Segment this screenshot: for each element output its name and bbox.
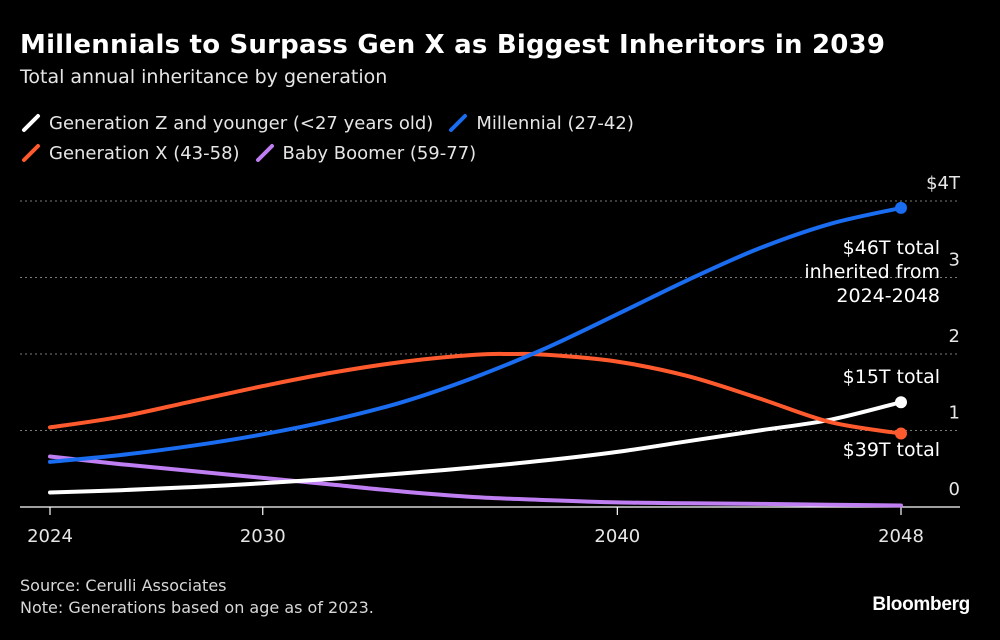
x-tick-label: 2024 (27, 526, 73, 547)
series-gen-z-end-marker (895, 396, 907, 409)
y-tick-label: 1 (949, 403, 960, 424)
annotation-label: $39T total (843, 439, 940, 461)
series-millennial-end-marker (895, 201, 907, 214)
x-tick-label: 2040 (594, 526, 640, 547)
x-tick-label: 2048 (878, 526, 924, 547)
bloomberg-logo: Bloomberg (872, 594, 970, 615)
legend-item-gen-x: Generation X (43-58) (20, 142, 240, 164)
annotation-label: $15T total (843, 366, 940, 388)
source-text: Source: Cerulli Associates (20, 576, 227, 595)
legend-slash-icon (22, 144, 40, 162)
legend-label: Millennial (27-42) (476, 112, 634, 134)
y-tick-label: 3 (949, 250, 960, 271)
annotation-label: 2024-2048 (836, 285, 940, 307)
series-gen-x-line (48, 351, 903, 436)
y-tick-label: 0 (949, 479, 960, 500)
legend-item-millennial: Millennial (27-42) (447, 112, 634, 134)
legend-slash-icon (22, 114, 40, 132)
chart-subtitle: Total annual inheritance by generation (20, 66, 388, 88)
series-baby-boomer-line (48, 454, 903, 508)
y-tick-label: $4T (926, 173, 961, 194)
legend-label: Generation Z and younger (<27 years old) (49, 112, 434, 134)
legend: Generation Z and younger (<27 years old)… (20, 108, 648, 168)
chart-title: Millennials to Surpass Gen X as Biggest … (20, 30, 886, 60)
y-tick-label: 2 (949, 326, 960, 347)
x-tick-label: 2030 (240, 526, 286, 547)
legend-label: Generation X (43-58) (49, 142, 240, 164)
legend-slash-icon (449, 114, 468, 132)
footnotes: Source: Cerulli Associates Note: Generat… (20, 575, 374, 619)
legend-slash-icon (255, 144, 274, 162)
legend-item-gen-z: Generation Z and younger (<27 years old) (20, 112, 433, 134)
note-text: Note: Generations based on age as of 202… (20, 598, 374, 617)
legend-row: Generation Z and younger (<27 years old)… (20, 108, 648, 138)
annotation-label: $46T total (843, 237, 940, 259)
series-gen-x-end-marker (895, 427, 907, 440)
legend-label: Baby Boomer (59-77) (282, 142, 477, 164)
annotation-label: inherited from (804, 261, 940, 283)
series-millennial-line (48, 205, 903, 464)
legend-item-baby-boomer: Baby Boomer (59-77) (254, 142, 477, 164)
legend-row: Generation X (43-58) Baby Boomer (59-77) (20, 138, 648, 168)
series-gen-z-line (48, 400, 903, 495)
